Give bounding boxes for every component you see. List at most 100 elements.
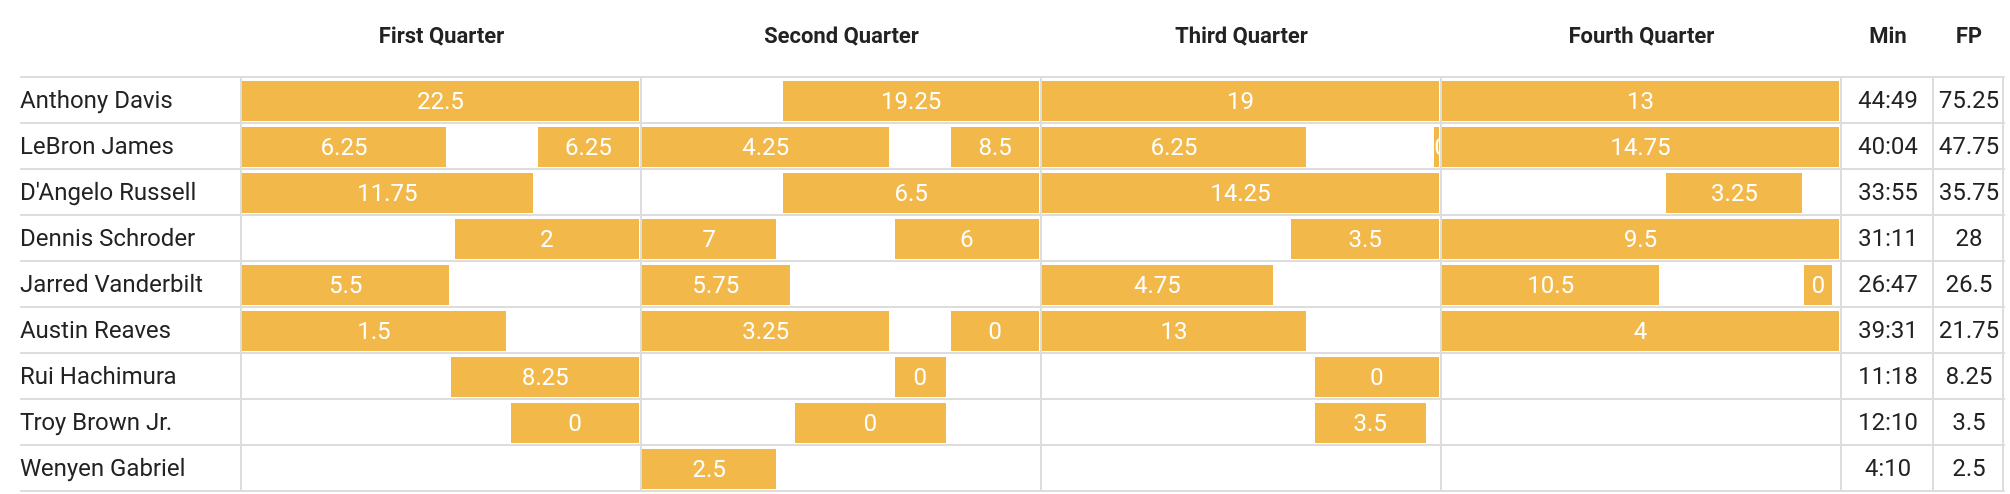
- column-header: Min: [1869, 24, 1907, 49]
- row-line: [20, 306, 2005, 308]
- stint-bar: 13: [1442, 81, 1839, 121]
- stint-bar: 3.5: [1291, 219, 1439, 259]
- stint-bar: 7: [642, 219, 777, 259]
- fantasy-points: 26.5: [1945, 270, 1993, 298]
- player-name: Jarred Vanderbilt: [20, 270, 203, 298]
- stint-fp: 0: [913, 363, 928, 391]
- row-line: [20, 444, 2005, 446]
- player-name: Wenyen Gabriel: [20, 454, 186, 482]
- fantasy-points: 3.5: [1952, 408, 1986, 436]
- minutes: 11:18: [1858, 362, 1918, 390]
- stint-fp: 6.25: [565, 133, 612, 161]
- column-header: Fourth Quarter: [1568, 24, 1715, 49]
- stint-bar: 19: [1042, 81, 1439, 121]
- minutes: 40:04: [1858, 132, 1918, 160]
- fantasy-points: 28: [1955, 224, 1983, 252]
- stint-bar: 0: [1314, 357, 1439, 397]
- stint-bar: 0: [951, 311, 1039, 351]
- column-line: [1040, 77, 1042, 491]
- stint-bar: 3.25: [1666, 173, 1803, 213]
- stint-fp: 6: [960, 225, 974, 253]
- stint-fp: 5.5: [329, 271, 363, 299]
- stint-fp: 4.75: [1133, 271, 1181, 299]
- player-name: Austin Reaves: [20, 316, 172, 344]
- stint-bar: 5.75: [642, 265, 790, 305]
- stint-fp: 3.5: [1348, 225, 1382, 253]
- stint-bar: 4: [1442, 311, 1839, 351]
- column-header: FP: [1955, 24, 1983, 49]
- stint-bar: 4.75: [1042, 265, 1273, 305]
- stint-bar: 0: [894, 357, 946, 397]
- row-line: [20, 490, 2005, 492]
- player-name: Dennis Schroder: [20, 224, 196, 252]
- stint-fp: 1.5: [357, 317, 391, 345]
- stint-bar: 0: [794, 403, 946, 443]
- stint-bar: 8.25: [451, 357, 639, 397]
- stint-fp: 10.5: [1527, 271, 1575, 299]
- fantasy-points: 21.75: [1938, 316, 2000, 344]
- stint-bar: 0: [1804, 265, 1833, 305]
- fantasy-points: 47.75: [1938, 132, 2000, 160]
- minutes: 31:11: [1858, 224, 1918, 252]
- stint-bar: 0: [1434, 127, 1439, 167]
- minutes: 33:55: [1858, 178, 1918, 206]
- row-line: [20, 352, 2005, 354]
- stint-fp: 7: [702, 225, 716, 253]
- row-line: [20, 122, 2005, 124]
- fantasy-points: 2.5: [1952, 454, 1986, 482]
- stint-bar: 8.5: [951, 127, 1039, 167]
- stint-fp: 3.25: [1711, 179, 1758, 207]
- fantasy-points: 8.25: [1945, 362, 1993, 390]
- stint-fp: 0: [988, 317, 1002, 345]
- stint-bar: 14.25: [1042, 173, 1439, 213]
- column-header: Second Quarter: [764, 24, 919, 49]
- minutes: 12:10: [1858, 408, 1918, 436]
- stint-fp: 4.25: [742, 133, 790, 161]
- stint-bar: 1.5: [242, 311, 506, 351]
- stint-bar: 3.25: [642, 311, 890, 351]
- fantasy-points: 75.25: [1938, 86, 2000, 114]
- stint-bar: 5.5: [242, 265, 450, 305]
- header-line: [20, 76, 2005, 78]
- stint-bar: 2.5: [642, 449, 777, 489]
- player-name: LeBron James: [20, 132, 174, 160]
- stint-fp: 0: [568, 409, 582, 437]
- stint-fp: 6.25: [320, 133, 368, 161]
- stint-bar: 2: [454, 219, 639, 259]
- stint-bar: 19.25: [783, 81, 1039, 121]
- column-line: [1932, 77, 1934, 491]
- stint-fp: 8.25: [521, 363, 569, 391]
- row-line: [20, 398, 2005, 400]
- stint-bar: 13: [1042, 311, 1306, 351]
- stint-bar: 10.5: [1442, 265, 1660, 305]
- player-name: Troy Brown Jr.: [20, 408, 173, 436]
- stint-bar: 22.5: [242, 81, 639, 121]
- stint-bar: 11.75: [242, 173, 533, 213]
- stint-fp: 0: [1811, 271, 1826, 299]
- minutes: 4:10: [1864, 454, 1912, 482]
- minutes: 44:49: [1858, 86, 1918, 114]
- row-line: [20, 260, 2005, 262]
- stint-bar: 6.25: [537, 127, 639, 167]
- row-line: [20, 214, 2005, 216]
- fantasy-points: 35.75: [1938, 178, 2000, 206]
- stint-fp: 13: [1160, 317, 1188, 345]
- stint-fp: 2: [540, 225, 554, 253]
- stint-bar: 6.25: [1042, 127, 1306, 167]
- stint-fp: 14.25: [1210, 179, 1271, 207]
- player-name: Rui Hachimura: [20, 362, 177, 390]
- stint-fp: 3.5: [1353, 409, 1387, 437]
- stint-fp: 13: [1627, 87, 1654, 115]
- stint-bar: 4.25: [642, 127, 890, 167]
- stint-fp: 11.75: [357, 179, 418, 207]
- stint-fp: 0: [1370, 363, 1384, 391]
- stint-fp: 19.25: [881, 87, 942, 115]
- column-line: [240, 77, 242, 491]
- player-name: Anthony Davis: [20, 86, 173, 114]
- column-line: [2002, 77, 2004, 491]
- stint-fp: 0: [863, 409, 878, 437]
- stint-bar: 3.5: [1314, 403, 1426, 443]
- stint-fp: 4: [1633, 317, 1648, 345]
- stint-fp: 0: [1434, 133, 1439, 161]
